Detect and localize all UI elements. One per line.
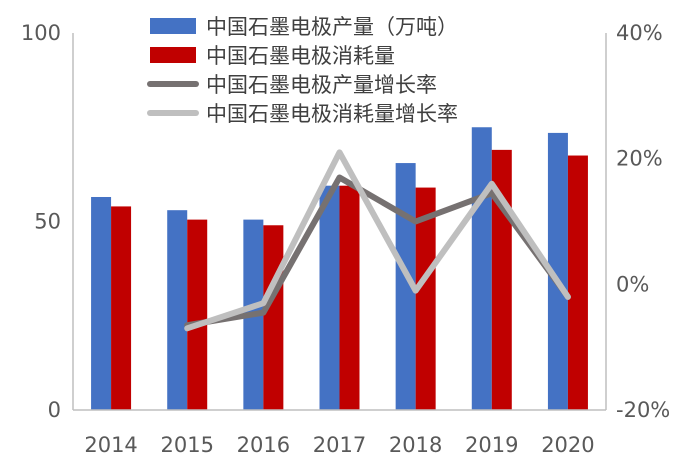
- y-right-tick-label: -20%: [616, 398, 670, 422]
- legend-label-0: 中国石墨电极产量（万吨）: [206, 15, 458, 39]
- bars-layer: [91, 127, 588, 410]
- x-tick-label: 2016: [237, 433, 290, 457]
- bar-0-2015: [167, 210, 188, 410]
- bar-0-2017: [319, 185, 340, 410]
- bar-1-2014: [111, 206, 132, 410]
- line-series-1: [184, 149, 571, 332]
- bar-0-2020: [547, 132, 568, 410]
- x-tick-label: 2015: [160, 433, 213, 457]
- y-left-tick-label: 100: [21, 21, 61, 45]
- y-right-tick-label: 40%: [616, 21, 663, 45]
- bar-1-2016: [263, 225, 284, 410]
- bar-1-2018: [415, 187, 436, 410]
- legend-label-1: 中国石墨电极消耗量: [206, 44, 395, 68]
- x-tick-label: 2018: [389, 433, 442, 457]
- x-tick-label: 2020: [541, 433, 594, 457]
- y-left-tick-label: 50: [34, 210, 61, 234]
- legend-label-3: 中国石墨电极消耗量增长率: [206, 102, 458, 126]
- bar-1-2015: [187, 219, 208, 410]
- bar-1-2017: [339, 185, 360, 410]
- bar-0-2014: [91, 196, 112, 410]
- legend-label-2: 中国石墨电极产量增长率: [206, 73, 437, 97]
- x-tick-label: 2014: [84, 433, 137, 457]
- bar-1-2020: [567, 155, 588, 410]
- y-right-tick-label: 20%: [616, 147, 663, 171]
- legend-swatch-1: [150, 47, 196, 63]
- legend-swatch-0: [150, 18, 196, 34]
- y-left-tick-label: 0: [48, 398, 61, 422]
- legend: 中国石墨电极产量（万吨） 中国石墨电极消耗量中国石墨电极产量增长率中国石墨电极消耗…: [147, 15, 458, 126]
- x-tick-label: 2019: [465, 433, 518, 457]
- line-series-0: [184, 174, 571, 329]
- bar-0-2018: [395, 163, 416, 410]
- y-right-tick-label: 0%: [616, 272, 649, 296]
- axes-layer: 0 50 100 -20% 0% 20% 40% 2014 2015 2016 2017 2018 20…: [21, 21, 670, 457]
- x-tick-label: 2017: [313, 433, 366, 457]
- lines-layer: [184, 149, 571, 332]
- bar-0-2019: [471, 127, 492, 410]
